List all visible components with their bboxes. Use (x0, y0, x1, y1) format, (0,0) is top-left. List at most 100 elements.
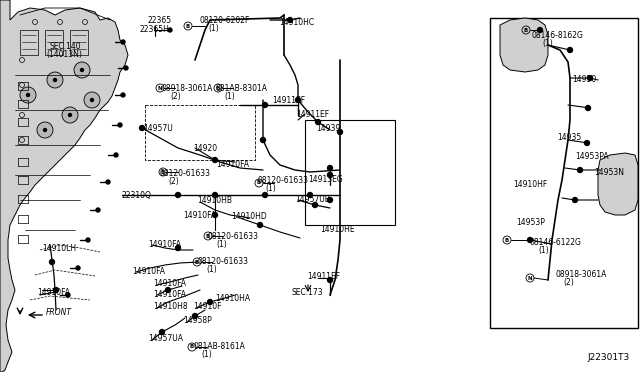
Circle shape (538, 28, 543, 32)
Circle shape (54, 78, 56, 81)
Circle shape (307, 192, 312, 198)
Circle shape (49, 260, 54, 264)
Polygon shape (598, 153, 638, 215)
Text: 08120-61633: 08120-61633 (208, 232, 259, 241)
Polygon shape (500, 18, 548, 72)
Circle shape (114, 153, 118, 157)
Circle shape (296, 97, 301, 103)
Circle shape (577, 167, 582, 173)
Circle shape (337, 129, 342, 135)
Circle shape (312, 202, 317, 208)
Text: 14910FA: 14910FA (153, 290, 186, 299)
Bar (45, 30, 63, 55)
Circle shape (316, 119, 321, 125)
Circle shape (212, 192, 218, 198)
Circle shape (193, 314, 198, 318)
Text: (1): (1) (224, 92, 235, 101)
Bar (490, 18, 638, 328)
Text: 08120-61633: 08120-61633 (160, 169, 211, 178)
Circle shape (47, 72, 63, 88)
Text: (14013N): (14013N) (46, 50, 82, 59)
Text: 081AB-8301A: 081AB-8301A (216, 84, 268, 93)
Text: 081AB-8161A: 081AB-8161A (193, 342, 245, 351)
Text: (2): (2) (170, 92, 180, 101)
Text: B: B (186, 23, 190, 29)
Circle shape (96, 208, 100, 212)
Text: 22365: 22365 (148, 16, 172, 25)
Text: (1): (1) (206, 265, 217, 274)
Text: 14910FA: 14910FA (153, 279, 186, 288)
Circle shape (588, 76, 593, 80)
Text: FRONT: FRONT (46, 308, 72, 317)
Text: B: B (216, 86, 220, 90)
Circle shape (568, 48, 573, 52)
Circle shape (124, 66, 128, 70)
Text: 14910FA: 14910FA (148, 240, 181, 249)
Circle shape (212, 157, 218, 163)
Circle shape (175, 192, 180, 198)
Text: (1): (1) (542, 39, 553, 48)
Text: (1): (1) (538, 246, 548, 255)
Text: (1): (1) (208, 24, 219, 33)
Circle shape (84, 92, 100, 108)
Text: 14910HD: 14910HD (231, 212, 267, 221)
Text: 14910HF: 14910HF (513, 180, 547, 189)
Circle shape (262, 103, 268, 108)
Text: 14910FA: 14910FA (216, 160, 249, 169)
Circle shape (54, 288, 58, 292)
Circle shape (68, 113, 72, 116)
Text: B: B (190, 344, 194, 350)
Text: 08120-61633: 08120-61633 (257, 176, 308, 185)
Circle shape (212, 212, 218, 218)
Text: 14910HB: 14910HB (197, 196, 232, 205)
Circle shape (586, 106, 591, 110)
Text: 22310Q: 22310Q (122, 191, 152, 200)
Circle shape (207, 299, 212, 305)
Text: 22365H: 22365H (140, 25, 170, 34)
Text: 14957UB: 14957UB (295, 195, 330, 204)
Text: 14953N: 14953N (594, 168, 624, 177)
Text: 08146-8162G: 08146-8162G (532, 31, 584, 40)
Circle shape (66, 293, 70, 297)
Text: 14910FA: 14910FA (183, 211, 216, 220)
Circle shape (118, 123, 122, 127)
Circle shape (74, 62, 90, 78)
Text: (1): (1) (201, 350, 212, 359)
Text: 14953P: 14953P (516, 218, 545, 227)
Text: 14910HC: 14910HC (279, 18, 314, 27)
Circle shape (76, 266, 80, 270)
Circle shape (287, 17, 292, 22)
Text: SEC.140: SEC.140 (50, 42, 82, 51)
Circle shape (328, 173, 333, 177)
Text: 14910H8: 14910H8 (153, 302, 188, 311)
Text: 08120-61633: 08120-61633 (198, 257, 249, 266)
Circle shape (573, 198, 577, 202)
Circle shape (328, 278, 333, 282)
Circle shape (81, 68, 83, 71)
Circle shape (257, 222, 262, 228)
Circle shape (121, 93, 125, 97)
Circle shape (62, 107, 78, 123)
Polygon shape (0, 0, 128, 372)
Circle shape (37, 122, 53, 138)
Text: B: B (195, 260, 199, 264)
Text: 14950: 14950 (572, 75, 596, 84)
Text: B: B (161, 170, 165, 174)
Text: N: N (528, 276, 532, 280)
Circle shape (44, 128, 47, 131)
Circle shape (166, 288, 170, 292)
Text: 14910HA: 14910HA (215, 294, 250, 303)
Text: 14913EG: 14913EG (308, 175, 343, 184)
Circle shape (262, 192, 268, 198)
Text: 08918-3061A: 08918-3061A (162, 84, 213, 93)
Text: (1): (1) (265, 184, 276, 193)
Circle shape (175, 246, 180, 250)
Circle shape (20, 87, 36, 103)
Text: (1): (1) (216, 240, 227, 249)
Bar (20, 30, 38, 55)
Text: 14939: 14939 (316, 124, 340, 133)
Text: 14957U: 14957U (143, 124, 173, 133)
Circle shape (106, 180, 110, 184)
Text: 14911EF: 14911EF (307, 272, 340, 281)
Text: (2): (2) (168, 177, 179, 186)
